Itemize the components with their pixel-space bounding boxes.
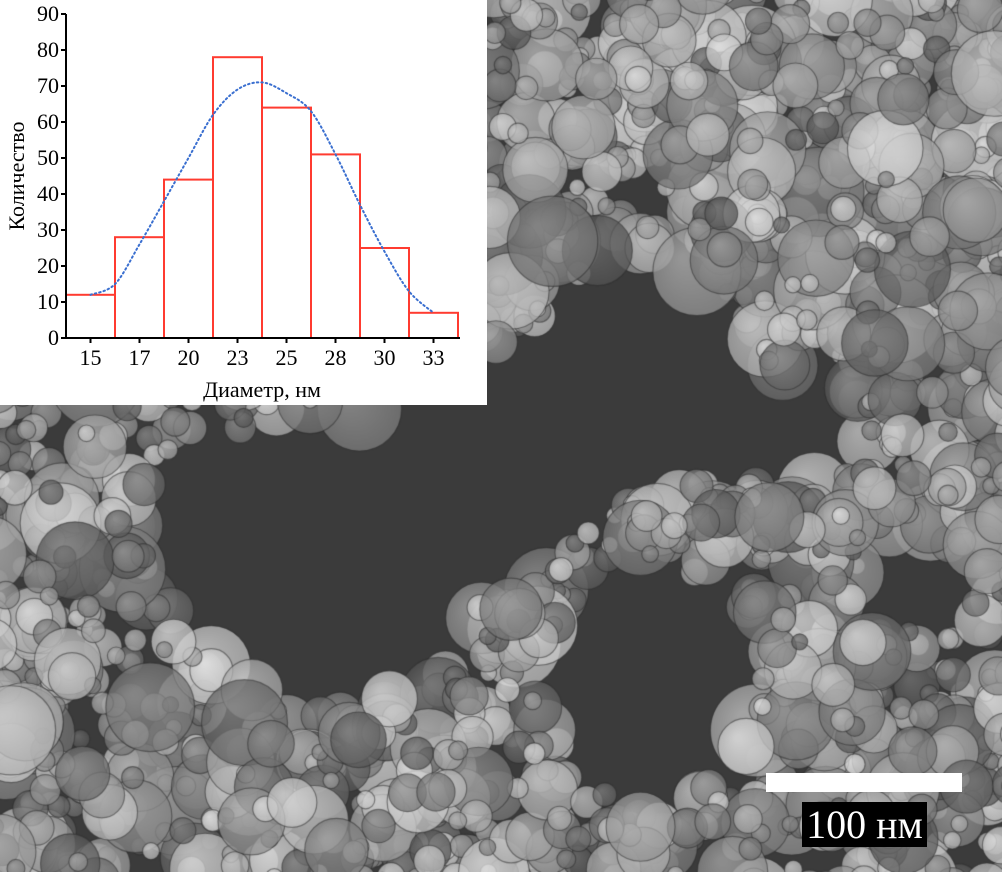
scale-bar-label: 100 нм — [802, 802, 927, 847]
histogram-chart: 0 10 20 30 40 50 60 70 80 90 15 17 20 23 25 28 30 33 Диа… — [4, 1, 460, 402]
histogram-bar — [359, 247, 410, 339]
y-tick-label: 30 — [37, 217, 59, 242]
y-tick-label: 50 — [37, 145, 59, 170]
histogram-bar — [65, 293, 116, 339]
y-tick-label: 90 — [37, 1, 59, 26]
x-axis-label: Диаметр, нм — [203, 377, 321, 402]
x-tick-label: 25 — [276, 345, 298, 370]
y-tick-label: 70 — [37, 73, 59, 98]
histogram-inset: 0 10 20 30 40 50 60 70 80 90 15 17 20 23 25 28 30 33 Диа… — [0, 0, 487, 405]
y-axis-label: Количество — [4, 121, 29, 230]
histogram-bar — [163, 178, 214, 339]
x-tick-label: 17 — [129, 345, 151, 370]
x-tick-label: 23 — [227, 345, 249, 370]
histogram-bar — [261, 106, 312, 339]
x-tick-label: 28 — [325, 345, 347, 370]
histogram-bar — [408, 311, 459, 339]
x-tick-label: 15 — [80, 345, 102, 370]
x-tick-label: 33 — [423, 345, 445, 370]
x-tick-label: 20 — [178, 345, 200, 370]
x-tick-label: 30 — [374, 345, 396, 370]
y-tick-label: 10 — [37, 289, 59, 314]
y-tick-label: 20 — [37, 253, 59, 278]
y-tick-label: 60 — [37, 109, 59, 134]
y-tick-label: 40 — [37, 181, 59, 206]
scale-bar — [766, 773, 962, 792]
y-tick-label: 80 — [37, 37, 59, 62]
y-tick-label: 0 — [48, 325, 59, 350]
histogram-bar — [114, 236, 165, 339]
histogram-bar — [212, 56, 263, 339]
histogram-bar — [310, 153, 361, 339]
fit-curve — [89, 81, 435, 314]
